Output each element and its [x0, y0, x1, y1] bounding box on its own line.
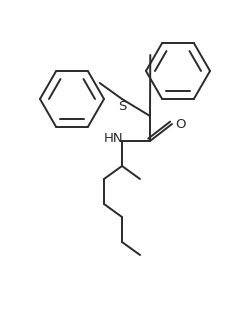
Text: HN: HN: [104, 131, 124, 144]
Text: O: O: [175, 117, 185, 130]
Text: S: S: [118, 99, 126, 112]
